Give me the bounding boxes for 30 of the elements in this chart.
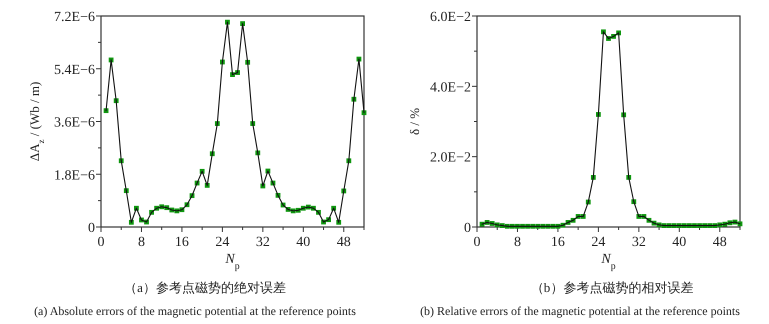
x-axis-title: N$_{p}$ [600,252,616,272]
y-tick-label: 2.0E−2 [430,150,471,166]
x-tick-label: 32 [632,235,646,250]
x-tick-label: 8 [138,235,145,250]
x-tick-label: 24 [591,235,606,250]
x-tick-label: 32 [256,235,270,250]
y-axis-title: δ / % [407,108,422,136]
x-tick-label: 40 [296,235,310,250]
x-tick-label: 0 [474,235,480,250]
y-tick-label: 7.2E−6 [54,10,95,25]
text: (b) Relative errors of the magnetic potential at the reference points [420,304,740,318]
x-tick-label: 24 [215,235,230,250]
x-tick-label: 48 [336,235,351,250]
y-tick-label: 1.8E−6 [54,168,95,184]
x-tick-label: 16 [174,235,189,250]
y-tick-label: 0 [88,221,95,236]
text: （b）参考点磁势的相对误差 [530,280,694,295]
y-tick-label: 6.0E−2 [430,10,471,25]
x-tick-label: 16 [550,235,565,250]
x-axis-title: N$_{p}$ [224,252,240,272]
y-tick-label: 0 [464,221,471,236]
text: (a) Absolute errors of the magnetic potential at the reference points [34,304,356,318]
x-tick-label: 48 [712,235,727,250]
y-tick-label: 4.0E−2 [430,80,471,96]
y-tick-label: 5.4E−6 [54,62,95,78]
y-tick-label: 3.6E−6 [54,116,95,130]
text: （a）参考点磁势的绝对误差 [124,280,286,295]
x-tick-label: 8 [514,235,521,250]
x-tick-label: 40 [672,235,686,250]
x-tick-label: 0 [98,235,104,250]
